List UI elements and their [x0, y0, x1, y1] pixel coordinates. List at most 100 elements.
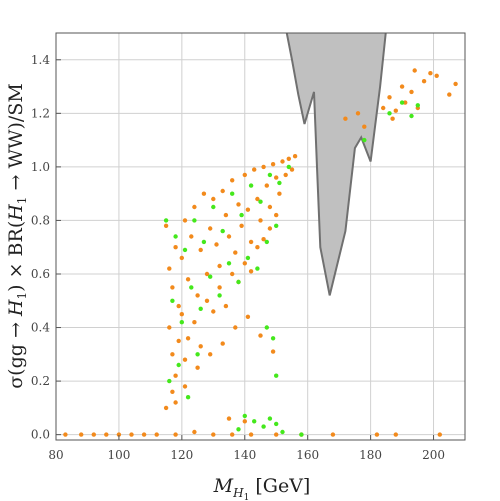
data-point-orange: [330, 432, 336, 437]
data-point-orange: [223, 212, 229, 218]
data-point-orange: [255, 245, 260, 250]
data-point-orange: [170, 352, 175, 357]
data-point-orange: [214, 242, 219, 247]
data-point-green: [267, 416, 273, 421]
data-point-orange: [239, 223, 244, 228]
data-point-green: [280, 429, 285, 435]
data-point-orange: [242, 172, 247, 178]
data-point-orange: [355, 111, 361, 116]
data-point-orange: [387, 95, 392, 100]
data-point-orange: [141, 432, 147, 437]
data-point-orange: [390, 116, 395, 121]
data-point-orange: [264, 183, 269, 188]
data-point-orange: [179, 255, 184, 261]
data-point-orange: [176, 338, 181, 344]
x-tick-label: 160: [296, 448, 319, 462]
x-tick-label: 80: [48, 448, 63, 462]
data-point-orange: [211, 196, 216, 202]
data-point-orange: [343, 116, 348, 121]
data-point-orange: [403, 100, 408, 105]
data-point-orange: [453, 81, 458, 87]
data-point-orange: [201, 191, 207, 196]
data-point-orange: [283, 172, 288, 178]
grid: [55, 33, 465, 440]
data-point-green: [220, 228, 225, 234]
excluded-region-polygon: [285, 33, 387, 296]
data-point-orange: [230, 178, 235, 183]
x-tick-label: 180: [359, 448, 382, 462]
data-point-green: [176, 362, 181, 368]
data-point-orange: [362, 124, 367, 129]
data-point-green: [163, 218, 169, 223]
data-point-green: [208, 274, 213, 279]
data-point-orange: [189, 234, 194, 239]
data-point-orange: [217, 263, 222, 269]
data-point-green: [267, 172, 273, 178]
data-point-orange: [204, 298, 210, 303]
data-point-green: [242, 413, 247, 419]
y-axis-title: σ(gg → H1) × BR(H1 → WW)/SM: [5, 83, 29, 389]
y-tick-label: 0.0: [31, 428, 50, 442]
data-point-green: [226, 261, 232, 266]
data-point-orange: [437, 432, 442, 437]
data-point-orange: [230, 271, 235, 277]
data-point-orange: [393, 432, 398, 437]
data-point-green: [277, 180, 282, 186]
data-point-green: [230, 191, 235, 196]
data-point-orange: [233, 250, 238, 255]
data-point-green: [179, 320, 184, 325]
data-point-orange: [428, 71, 433, 76]
data-point-orange: [374, 432, 380, 437]
data-point-orange: [211, 432, 216, 437]
x-tick-label: 120: [170, 448, 193, 462]
data-point-orange: [116, 432, 122, 437]
data-point-green: [236, 427, 241, 432]
data-point-green: [264, 239, 269, 245]
data-point-orange: [248, 239, 254, 245]
data-point-orange: [258, 218, 263, 223]
data-point-green: [264, 325, 269, 330]
data-point-orange: [270, 349, 276, 354]
data-point-orange: [192, 320, 197, 325]
data-point-orange: [182, 357, 188, 362]
data-point-orange: [434, 73, 439, 79]
data-point-orange: [129, 432, 134, 437]
data-point-orange: [289, 167, 295, 172]
data-point-green: [185, 395, 191, 400]
data-point-orange: [173, 400, 178, 405]
data-point-orange: [79, 432, 84, 437]
data-point-orange: [208, 352, 213, 357]
x-tick-label: 200: [422, 448, 445, 462]
data-point-orange: [274, 432, 279, 437]
data-point-orange: [167, 325, 172, 330]
data-point-green: [201, 239, 207, 245]
y-tick-label: 0.2: [31, 374, 50, 388]
data-point-orange: [255, 196, 260, 202]
data-point-orange: [173, 432, 178, 437]
data-point-orange: [185, 277, 191, 282]
data-point-green: [286, 164, 291, 170]
data-point-orange: [223, 303, 229, 309]
data-point-orange: [91, 432, 97, 437]
x-tick-label: 140: [233, 448, 256, 462]
data-point-green: [258, 199, 263, 204]
data-point-orange: [211, 309, 216, 314]
data-point-orange: [226, 416, 232, 421]
data-point-orange: [198, 247, 203, 253]
data-point-green: [217, 293, 222, 298]
data-point-green: [170, 298, 175, 303]
data-point-orange: [252, 167, 257, 172]
data-point-green: [261, 424, 266, 429]
data-point-green: [415, 103, 420, 108]
data-point-orange: [242, 261, 247, 266]
data-point-green: [299, 432, 304, 437]
data-point-orange: [233, 325, 238, 330]
data-point-orange: [267, 226, 273, 231]
data-point-green: [239, 212, 244, 218]
data-point-orange: [258, 333, 263, 338]
exclusion-region: [285, 33, 387, 296]
data-point-orange: [292, 154, 298, 159]
data-point-orange: [204, 271, 210, 277]
data-point-green: [236, 279, 241, 285]
